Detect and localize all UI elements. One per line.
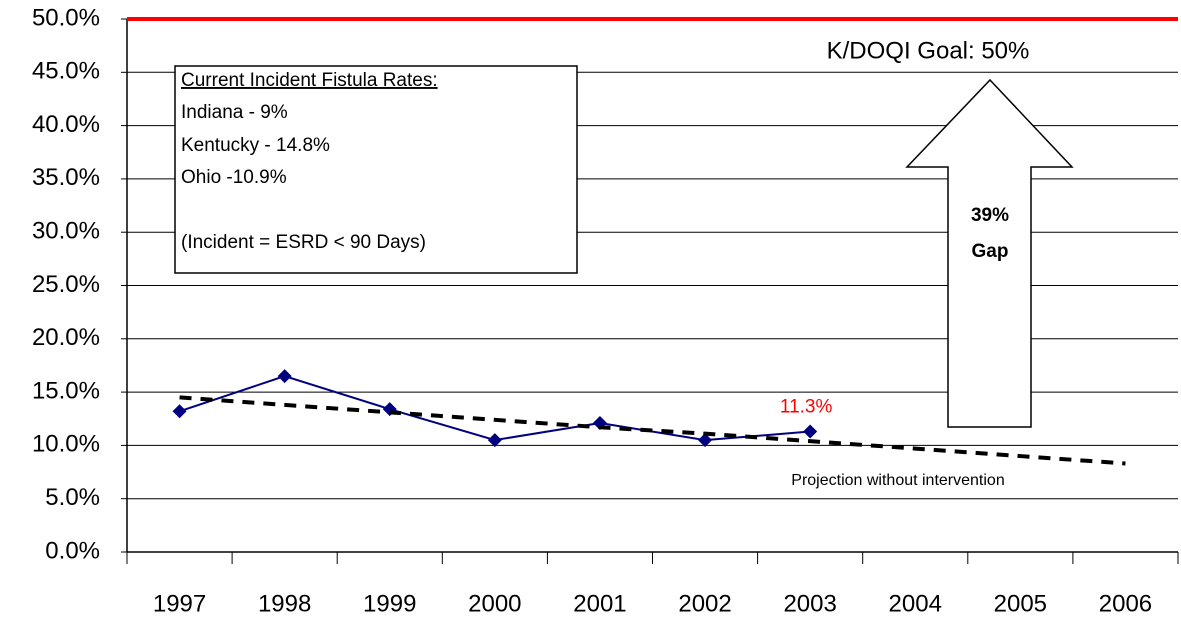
box-title: Current Incident Fistula Rates: [181,70,438,91]
point [277,369,292,384]
point [487,433,502,448]
y-tick-label: 0.0% [45,537,100,564]
y-tick-label: 45.0% [32,58,100,85]
x-tick-label: 1998 [258,590,311,617]
goal-label: K/DOQI Goal: 50% [827,37,1030,64]
x-tick-label: 2002 [678,590,731,617]
y-tick-label: 10.0% [32,431,100,458]
trend-line [179,395,1126,466]
series-line [179,375,811,442]
value-label: 11.3% [780,397,833,418]
point [698,433,713,448]
x-tick-label: 2001 [573,590,626,617]
y-tick-label: 25.0% [32,271,100,298]
box-line: Kentucky - 14.8% [181,135,330,156]
x-tick-label: 1999 [363,590,416,617]
gap-label: Gap [972,241,1009,262]
x-tick-label: 2005 [994,590,1047,617]
gap-arrow [905,78,1074,428]
gap-label: 39% [971,205,1009,226]
projection-label: Projection without intervention [791,472,1004,489]
y-tick-label: 35.0% [32,164,100,191]
y-tick-label: 5.0% [45,484,100,511]
info-box [174,65,578,274]
point [803,424,818,439]
y-tick-label: 40.0% [32,111,100,138]
point [172,404,187,419]
y-tick-label: 20.0% [32,324,100,351]
box-line: Ohio -10.9% [181,167,287,188]
y-tick-label: 30.0% [32,218,100,245]
x-tick-label: 2000 [468,590,521,617]
x-tick-label: 2006 [1099,590,1152,617]
x-tick-label: 2003 [783,590,836,617]
y-tick-label: 15.0% [32,377,100,404]
x-tick-label: 1997 [153,590,206,617]
y-tick-label: 50.0% [32,4,100,31]
box-line: (Incident = ESRD < 90 Days) [181,232,426,253]
box-line: Indiana - 9% [181,102,288,123]
x-tick-label: 2004 [889,590,942,617]
